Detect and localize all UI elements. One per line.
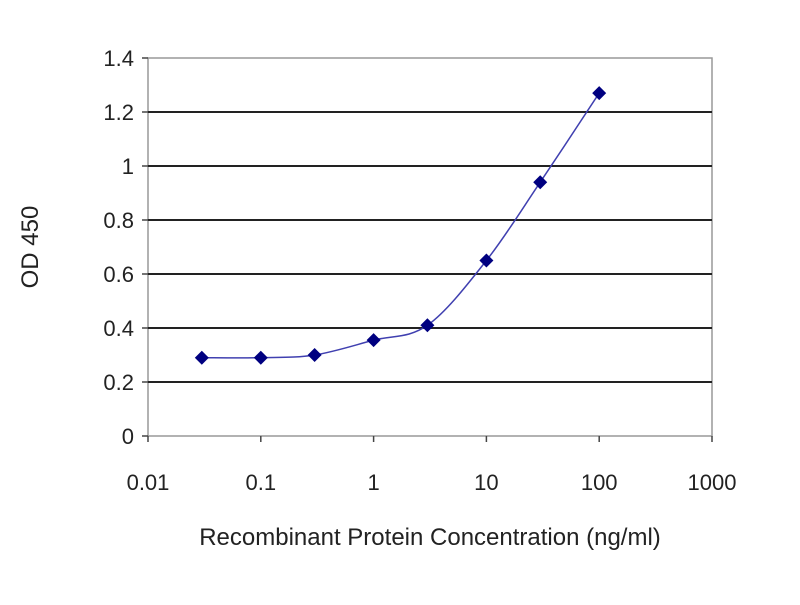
x-tick-label: 100 (581, 470, 618, 495)
data-point (366, 333, 381, 348)
x-tick-label: 1000 (688, 470, 737, 495)
data-point (479, 253, 494, 268)
x-tick-label: 1 (367, 470, 379, 495)
y-tick-label: 1.4 (103, 46, 134, 71)
y-tick-label: 1.2 (103, 100, 134, 125)
data-point (194, 350, 209, 365)
plot-area (147, 57, 713, 437)
x-tick-label: 0.01 (127, 470, 170, 495)
y-tick-label: 0 (122, 424, 134, 449)
y-tick-label: 0.8 (103, 208, 134, 233)
y-tick-label: 0.2 (103, 370, 134, 395)
y-tick-label: 0.4 (103, 316, 134, 341)
data-point (533, 175, 548, 190)
data-point (592, 86, 607, 101)
y-axis-label: OD 450 (17, 206, 44, 289)
data-point (420, 318, 435, 333)
data-point (253, 350, 268, 365)
x-tick-label: 10 (474, 470, 498, 495)
data-point (307, 348, 322, 362)
y-tick-label: 0.6 (103, 262, 134, 287)
y-tick-label: 1 (122, 154, 134, 179)
x-tick-label: 0.1 (246, 470, 277, 495)
x-axis-label: Recombinant Protein Concentration (ng/ml… (199, 524, 661, 551)
